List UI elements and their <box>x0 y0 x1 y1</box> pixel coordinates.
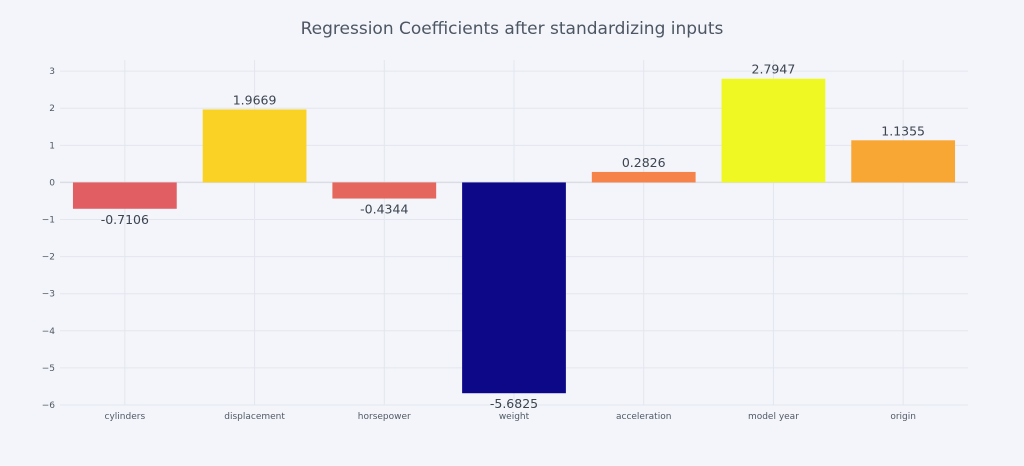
value-label: 0.2826 <box>622 155 666 170</box>
bar-cylinders <box>72 182 177 209</box>
bar-model-year <box>721 78 826 183</box>
chart-title: Regression Coefficients after standardiz… <box>300 19 724 39</box>
bar-weight <box>462 182 566 394</box>
y-tick-label: −3 <box>42 290 55 300</box>
y-tick-label: −1 <box>42 216 55 226</box>
y-tick-label: −6 <box>42 401 56 411</box>
x-tick-label: model year <box>748 412 799 422</box>
bar-horsepower <box>332 182 437 199</box>
value-label: -0.7106 <box>101 212 149 227</box>
value-label: 1.1355 <box>881 123 925 138</box>
value-label: 2.7947 <box>752 62 796 77</box>
value-label: 1.9669 <box>233 92 277 107</box>
bar-acceleration <box>591 171 696 183</box>
y-tick-label: 3 <box>49 67 55 77</box>
value-label: -5.6825 <box>490 396 538 411</box>
bar-origin <box>851 140 956 183</box>
x-tick-label: displacement <box>224 412 285 422</box>
axis-layer: 3 2 1 0 −1 −2 −3 −4 −5 −6 cylinders displacement hor… <box>42 67 916 422</box>
y-tick-label: −2 <box>42 253 55 263</box>
value-label: -0.4344 <box>360 202 408 217</box>
bar-displacement <box>202 109 307 183</box>
x-tick-label: cylinders <box>105 412 146 422</box>
label-layer: -0.7106 1.9669 -0.4344 -5.6825 0.2826 2.7947 1… <box>101 62 925 411</box>
bar-layer <box>72 78 956 394</box>
x-tick-label: acceleration <box>616 412 671 422</box>
x-tick-label: origin <box>890 412 916 422</box>
y-tick-label: 2 <box>49 104 55 114</box>
y-tick-label: −4 <box>42 327 56 337</box>
y-tick-label: 0 <box>49 178 55 188</box>
y-tick-label: 1 <box>49 141 55 151</box>
y-tick-label: −5 <box>42 364 55 374</box>
x-tick-label: horsepower <box>358 412 411 422</box>
x-tick-label: weight <box>499 412 530 422</box>
